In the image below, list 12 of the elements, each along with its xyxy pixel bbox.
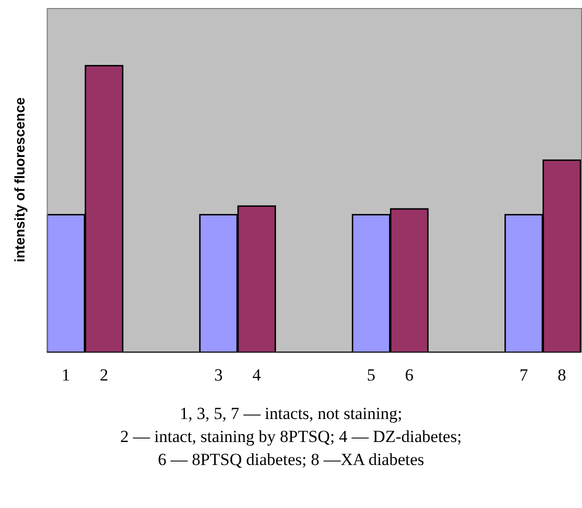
x-tick-label: 7 bbox=[520, 365, 529, 384]
x-tick-label: 4 bbox=[252, 365, 262, 384]
text: 2 — intact, staining by 8PTSQ; 4 — DZ-diabetes; bbox=[119, 426, 463, 448]
text: 1, 3, 5, 7 — intacts, not staining; bbox=[178, 403, 404, 425]
text: 6 — 8PTSQ diabetes; 8 —XA diabetes bbox=[156, 449, 426, 471]
y-axis-title: intensity of fluorescence bbox=[11, 97, 28, 262]
x-tick-label: 8 bbox=[558, 365, 566, 384]
x-tick-label: 6 bbox=[405, 365, 414, 384]
x-tick-label: 1 bbox=[62, 365, 70, 384]
x-tick-label: 3 bbox=[214, 365, 223, 384]
x-tick-label: 5 bbox=[366, 365, 376, 384]
x-tick-label: 2 bbox=[100, 365, 108, 384]
